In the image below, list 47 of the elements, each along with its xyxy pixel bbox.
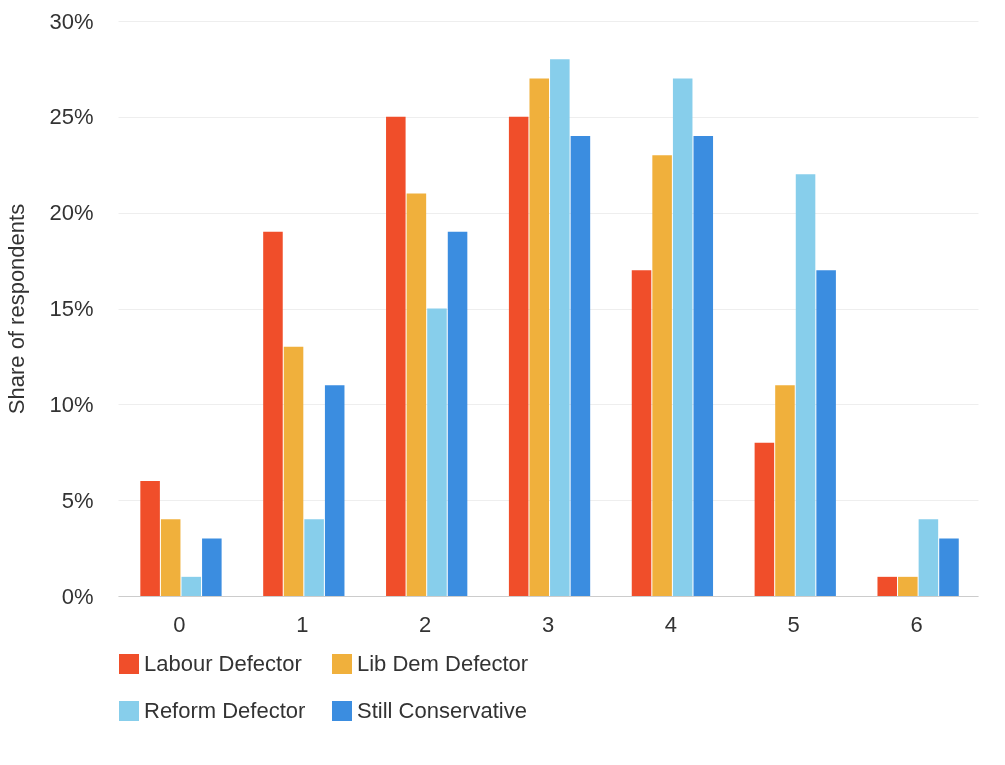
bar xyxy=(324,385,345,596)
bar xyxy=(283,346,304,596)
bar xyxy=(816,270,836,596)
bar xyxy=(160,519,181,596)
bar xyxy=(508,116,529,596)
bar xyxy=(631,270,652,596)
bar xyxy=(406,193,427,596)
bar xyxy=(795,174,816,596)
y-tick-label: 15% xyxy=(49,296,94,321)
bar xyxy=(570,136,591,596)
legend-label: Lib Dem Defector xyxy=(357,651,529,676)
x-tick-label: 6 xyxy=(910,611,923,637)
x-tick-label: 4 xyxy=(664,611,677,637)
x-tick-label: 0 xyxy=(173,611,186,637)
legend-label: Reform Defector xyxy=(144,698,306,723)
bar xyxy=(652,155,672,596)
x-tick-label: 1 xyxy=(296,611,309,637)
legend-label: Still Conservative xyxy=(357,698,527,723)
bar xyxy=(140,481,160,596)
y-tick-label: 25% xyxy=(49,104,94,130)
bar xyxy=(775,385,795,596)
bar xyxy=(672,78,693,596)
bar xyxy=(304,519,324,596)
y-tick-label: 20% xyxy=(49,200,94,226)
bar xyxy=(918,519,939,596)
y-tick-label: 30% xyxy=(49,8,94,34)
bar xyxy=(877,576,898,596)
x-tick-label: 3 xyxy=(541,611,555,637)
bar xyxy=(427,308,447,596)
bar xyxy=(939,538,959,596)
bar xyxy=(386,116,406,596)
y-tick-label: 0% xyxy=(61,583,94,609)
x-tick-label: 2 xyxy=(419,611,432,637)
bar xyxy=(529,78,550,596)
bar xyxy=(550,59,570,596)
x-tick-label: 5 xyxy=(787,611,800,637)
bar xyxy=(181,576,202,596)
y-tick-label: 10% xyxy=(49,391,94,417)
bar xyxy=(263,231,283,596)
legend-label: Labour Defector xyxy=(144,651,302,676)
bar xyxy=(898,576,918,596)
bar xyxy=(754,442,775,596)
bar xyxy=(202,538,222,596)
bar xyxy=(693,136,714,596)
y-axis-title: Share of respondents xyxy=(4,203,30,415)
y-tick-label: 5% xyxy=(61,487,94,513)
bar xyxy=(447,231,468,596)
